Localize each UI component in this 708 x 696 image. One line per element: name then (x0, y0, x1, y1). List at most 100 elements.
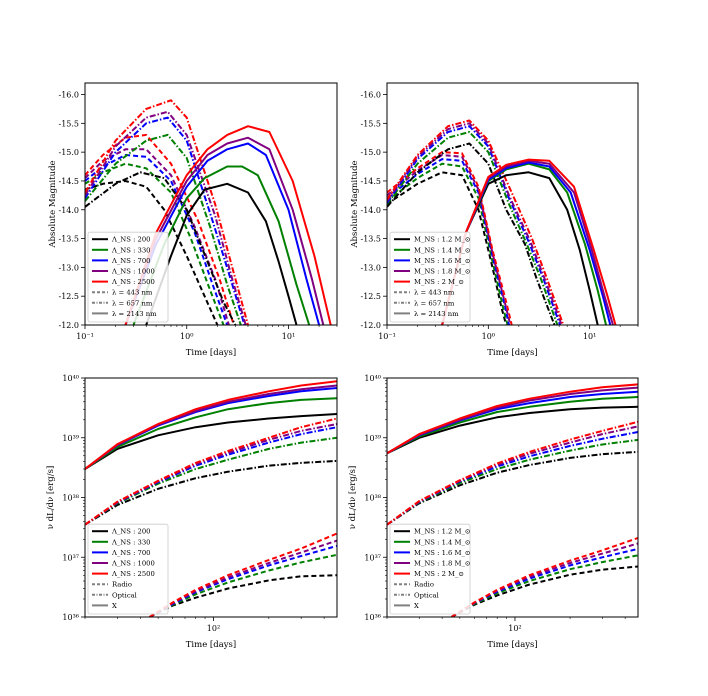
legend-label: Λ_NS : 200 (111, 528, 151, 536)
legend-label: λ = 2143 nm (112, 310, 157, 318)
x-axis-label: Time [days] (487, 640, 538, 650)
series-line (450, 547, 638, 617)
y-tick-label: -14.0 (360, 206, 381, 215)
series-line (387, 386, 638, 455)
series-line (387, 158, 510, 325)
legend-label: Λ_NS : 700 (111, 549, 151, 557)
series-line (124, 125, 332, 325)
series-line (85, 116, 246, 325)
legend-label: Λ_NS : 200 (111, 236, 151, 244)
legend: M_NS : 1.2 M_⊙ M_NS : 1.4 M_⊙ M_NS : 1.6 M… (389, 231, 471, 323)
series-line (387, 122, 563, 325)
y-tick-label: -13.5 (58, 235, 79, 244)
legend-label: M_NS : 1.8 M_⊙ (414, 560, 471, 568)
legend-label: Radio (414, 581, 434, 589)
legend-label: Radio (112, 581, 132, 589)
series-line (85, 180, 219, 325)
series-line (387, 405, 638, 455)
legend-label: λ = 2143 nm (414, 310, 459, 318)
y-tick-label: -12.5 (58, 292, 79, 301)
series-line (124, 136, 325, 325)
series-group (85, 380, 337, 617)
y-axis-label: Absolute Magnitude (48, 160, 58, 248)
series-line (387, 425, 638, 526)
x-tick-label: 10⁰ (180, 332, 193, 341)
x-tick-label: 10⁰ (482, 332, 495, 341)
legend-label: λ = 657 nm (112, 299, 153, 307)
y-tick-label: 10⁴⁰ (62, 374, 79, 383)
legend-box (389, 231, 471, 323)
series-line (149, 544, 337, 617)
series-line (387, 171, 508, 325)
series-line (85, 397, 337, 470)
y-tick-label: -15.5 (58, 119, 79, 128)
series-line (387, 450, 638, 526)
legend-label: M_NS : 1.4 M_⊙ (414, 246, 471, 254)
series-line (124, 142, 321, 325)
y-tick-label: -15.0 (360, 148, 381, 157)
y-tick-label: 10³⁷ (62, 553, 79, 562)
y-tick-label: -12.0 (360, 321, 381, 330)
y-tick-label: 10³⁹ (62, 434, 79, 443)
legend-label: Optical (112, 591, 137, 599)
legend-label: M_NS : 1.8 M_⊙ (414, 268, 471, 276)
legend-label: Optical (414, 591, 439, 599)
legend-label: X (112, 602, 117, 610)
y-tick-label: -13.5 (360, 235, 381, 244)
x-tick-label: 10² (207, 624, 220, 633)
y-tick-label: -15.0 (58, 148, 79, 157)
plot-frame (84, 82, 338, 326)
y-tick-label: 10³⁹ (364, 434, 381, 443)
y-tick-label: 10⁴⁰ (364, 374, 381, 383)
series-line (85, 436, 337, 526)
series-line (85, 417, 337, 526)
series-line (387, 383, 638, 455)
series-line (451, 565, 638, 617)
series-line (132, 165, 311, 325)
chart-panel-1: 10⁻¹ 10⁰ 10¹ -16.0 -15.5 -15.0 -14.5 -14.0 -13.5… (48, 82, 338, 358)
x-axis-label: Time [days] (186, 348, 237, 358)
legend-label: X (414, 602, 419, 610)
y-axis-label: ν dL/dν [erg/s] (348, 466, 358, 530)
series-line (387, 162, 509, 325)
series-line (149, 539, 337, 617)
legend-label: Λ_NS : 330 (111, 246, 151, 254)
legend-label: Λ_NS : 330 (111, 538, 151, 546)
y-tick-label: 10³⁸ (364, 494, 381, 503)
series-line (387, 119, 565, 325)
legend-box (87, 523, 169, 615)
y-tick-label: -13.0 (360, 263, 381, 272)
legend: Λ_NS : 200 Λ_NS : 330 Λ_NS : 700 Λ_NS : 100… (87, 231, 169, 323)
y-tick-label: -14.0 (58, 206, 79, 215)
series-group (85, 99, 332, 325)
legend-box (87, 231, 169, 323)
y-tick-label: -14.5 (58, 177, 79, 186)
y-tick-label: 10³⁸ (62, 494, 79, 503)
x-axis-label: Time [days] (186, 640, 237, 650)
series-line (149, 574, 337, 617)
y-tick-label: -13.0 (58, 263, 79, 272)
series-line (387, 420, 638, 526)
x-tick-label: 10¹ (282, 332, 295, 341)
legend-label: M_NS : 1.6 M_⊙ (414, 257, 471, 265)
legend-label: λ = 443 nm (414, 289, 455, 297)
y-tick-label: -15.5 (360, 119, 381, 128)
chart-panel-2: 10⁻¹ 10⁰ 10¹ -16.0 -15.5 -15.0 -14.5 -14.0 -13.5… (350, 82, 639, 358)
legend-label: Λ_NS : 700 (111, 257, 151, 265)
y-tick-label: -14.5 (360, 177, 381, 186)
series-line (85, 459, 337, 526)
legend-label: M_NS : 1.4 M_⊙ (414, 538, 471, 546)
series-line (145, 182, 298, 325)
legend-label: M_NS : 1.2 M_⊙ (414, 236, 471, 244)
y-axis-label: ν dL/dν [erg/s] (46, 466, 56, 530)
legend: M_NS : 1.2 M_⊙ M_NS : 1.4 M_⊙ M_NS : 1.6 M… (389, 523, 471, 615)
legend-label: M_NS : 1.6 M_⊙ (414, 549, 471, 557)
series-line (85, 110, 247, 325)
series-line (85, 380, 337, 470)
y-tick-label: -16.0 (360, 91, 381, 100)
series-line (85, 148, 230, 325)
series-line (85, 99, 249, 325)
y-tick-label: -16.0 (58, 91, 79, 100)
legend-label: Λ_NS : 1000 (111, 560, 155, 568)
